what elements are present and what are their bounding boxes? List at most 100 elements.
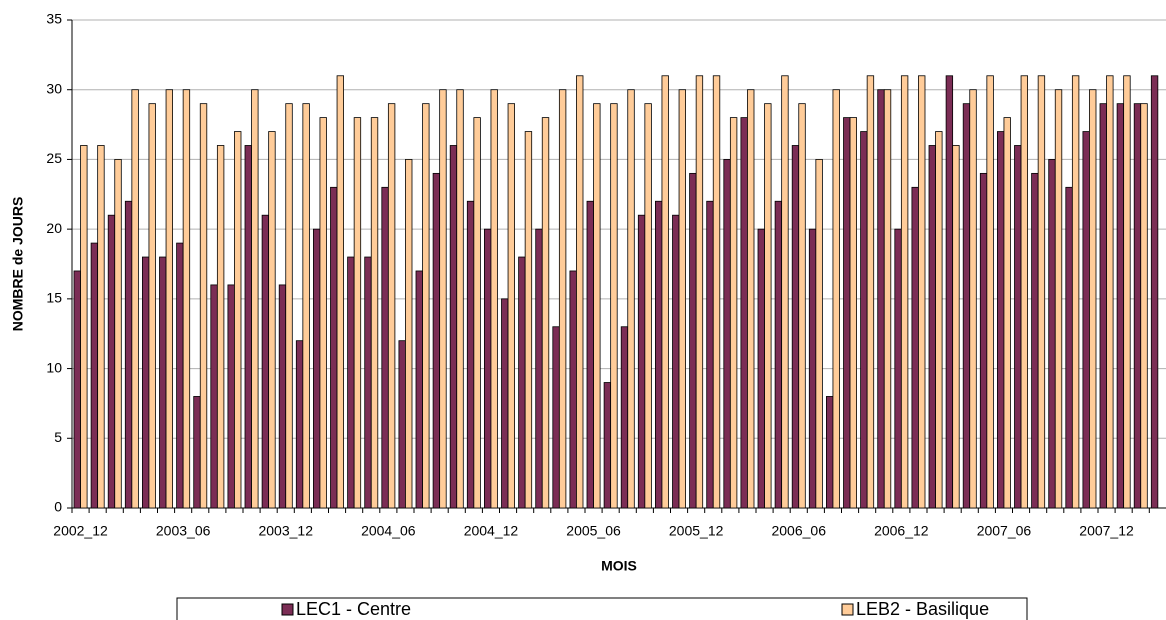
bar xyxy=(1140,103,1148,509)
x-axis-label: MOIS xyxy=(601,558,637,574)
bar xyxy=(210,284,218,509)
bar xyxy=(747,89,755,509)
bar xyxy=(945,75,954,509)
bar xyxy=(107,214,116,509)
bar xyxy=(364,256,372,509)
bar xyxy=(80,145,88,509)
bar xyxy=(1031,172,1039,509)
bar xyxy=(244,145,252,509)
bar xyxy=(490,89,498,509)
y-tick-label: 10 xyxy=(46,359,62,375)
bar xyxy=(655,200,663,509)
bar xyxy=(689,172,697,509)
bar xyxy=(1123,75,1131,509)
bar xyxy=(216,145,225,509)
x-tick-label: 2004_06 xyxy=(361,523,416,539)
bar xyxy=(1082,131,1090,509)
bar xyxy=(1071,75,1080,509)
bar xyxy=(1089,89,1097,509)
x-tick-label: 2007_06 xyxy=(977,523,1032,539)
bar xyxy=(569,270,577,509)
legend-label: LEC1 - Centre xyxy=(296,599,411,619)
bar xyxy=(1014,145,1022,509)
x-tick-label: 2007_12 xyxy=(1079,523,1134,539)
bar xyxy=(330,186,338,509)
bar xyxy=(832,89,840,509)
x-tick-label: 2003_12 xyxy=(258,523,313,539)
bar xyxy=(1065,186,1073,509)
bar xyxy=(729,117,738,509)
bar xyxy=(798,103,806,509)
y-tick-label: 15 xyxy=(46,290,62,306)
bar xyxy=(678,89,686,509)
bar xyxy=(312,228,321,509)
bar xyxy=(141,256,150,509)
bar xyxy=(969,89,977,509)
x-tick-label: 2003_06 xyxy=(156,523,211,539)
bar xyxy=(1116,103,1125,509)
bar xyxy=(935,131,943,509)
bar xyxy=(962,103,971,509)
bar xyxy=(182,89,191,509)
bar xyxy=(815,159,823,509)
bar xyxy=(535,228,543,509)
bar xyxy=(524,131,533,509)
bar xyxy=(695,75,704,509)
bar xyxy=(593,103,601,509)
bar xyxy=(979,172,988,509)
bar xyxy=(234,131,242,509)
bar xyxy=(1106,75,1114,509)
bar xyxy=(849,117,857,509)
bar xyxy=(124,200,133,509)
bar xyxy=(336,75,344,509)
bar xyxy=(610,103,618,509)
bar xyxy=(826,396,834,509)
bar xyxy=(131,89,139,509)
bar xyxy=(774,200,783,509)
bar xyxy=(199,103,208,509)
y-tick-label: 35 xyxy=(46,11,62,27)
bar xyxy=(712,75,721,509)
bar xyxy=(620,326,629,509)
bar xyxy=(285,103,293,509)
bar xyxy=(1054,89,1063,509)
bar xyxy=(1048,159,1056,509)
bar xyxy=(552,326,560,509)
bar xyxy=(148,103,156,509)
bar xyxy=(261,214,270,509)
bar xyxy=(918,75,926,509)
bar xyxy=(439,89,447,509)
bar xyxy=(900,75,909,509)
y-tick-label: 25 xyxy=(46,150,62,166)
bar xyxy=(97,145,105,509)
bar xyxy=(381,186,389,509)
bar xyxy=(518,256,526,509)
bar xyxy=(894,228,902,509)
bar xyxy=(456,89,464,509)
bar xyxy=(347,256,355,509)
legend-label: LEB2 - Basilique xyxy=(856,599,989,619)
bar xyxy=(176,242,184,509)
bar xyxy=(637,214,646,509)
bar xyxy=(449,145,458,509)
bar xyxy=(90,242,99,509)
bar xyxy=(114,159,122,509)
bar xyxy=(302,103,310,509)
bar xyxy=(387,103,396,509)
legend-box xyxy=(176,597,1028,620)
bar xyxy=(370,117,379,509)
bar xyxy=(422,103,430,509)
legend-swatch xyxy=(281,603,294,616)
bar xyxy=(501,298,509,509)
bar xyxy=(295,340,304,509)
bar xyxy=(860,131,868,509)
y-tick-label: 20 xyxy=(46,220,62,236)
x-tick-label: 2005_12 xyxy=(669,523,724,539)
bar xyxy=(1133,103,1142,509)
bar xyxy=(251,89,259,509)
bar xyxy=(398,340,406,509)
bar xyxy=(808,228,817,509)
bar xyxy=(1003,117,1011,509)
legend-swatch xyxy=(841,603,854,616)
bar xyxy=(672,214,680,509)
